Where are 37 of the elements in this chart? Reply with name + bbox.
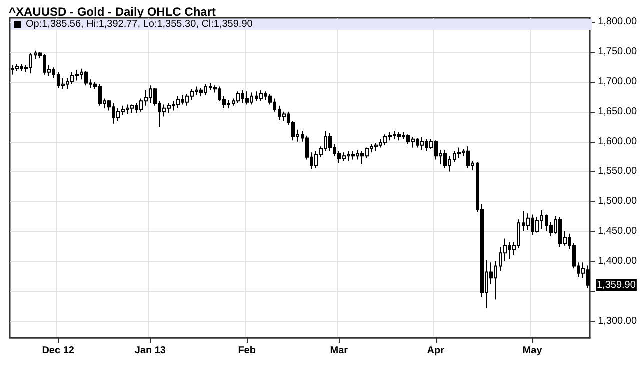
y-tick-label: 1,500.00	[598, 196, 638, 208]
y-tick-label: 1,400.00	[598, 256, 638, 267]
y-tick-label: 1,300.00	[598, 316, 638, 327]
candlestick	[351, 150, 355, 160]
chart-title: ^XAUUSD - Gold - Daily OHLC Chart	[9, 5, 216, 19]
header-strip: Op:1,385.56, Hi:1,392.77, Lo:1,355.30, Cl:1,359.90	[11, 19, 592, 30]
y-tick-label: 1,550.00	[598, 166, 638, 178]
y-tick-label: 1,800.00	[598, 16, 638, 28]
x-tick-label: Mar	[330, 346, 348, 356]
x-tick-label: Apr	[427, 346, 445, 356]
candlestick	[84, 70, 88, 86]
candlestick	[374, 142, 378, 152]
candlestick	[457, 147, 461, 160]
x-tick-label: Feb	[238, 346, 256, 356]
candlestick	[443, 150, 447, 169]
text: 1,359.90	[597, 280, 636, 291]
y-tick-label: 1,650.00	[598, 106, 638, 118]
annotation: Op:1,385.56, Hi:1,392.77, Lo:1,355.30, Cl:1,359.90	[26, 19, 253, 30]
candlestick	[176, 96, 180, 109]
x-tick-label: May	[522, 346, 543, 356]
y-tick-label: 1,600.00	[598, 136, 638, 148]
candlestick	[199, 87, 203, 97]
candlestick	[15, 64, 19, 72]
x-tick-label: Dec 12	[42, 346, 75, 356]
y-tick-label: 1,700.00	[598, 76, 638, 88]
x-tick-label: Jan 13	[134, 346, 166, 356]
y-tick-label: 1,450.00	[598, 226, 638, 238]
candlestick	[397, 132, 401, 142]
candlestick	[245, 91, 249, 106]
candlestick	[236, 91, 240, 104]
candlestick	[328, 132, 332, 152]
candlestick	[259, 90, 263, 102]
candlestick	[130, 104, 134, 114]
y-tick-label: 1,750.00	[598, 46, 638, 58]
candlestick	[466, 146, 470, 169]
candlestick	[526, 213, 530, 231]
candlestick	[420, 136, 424, 151]
